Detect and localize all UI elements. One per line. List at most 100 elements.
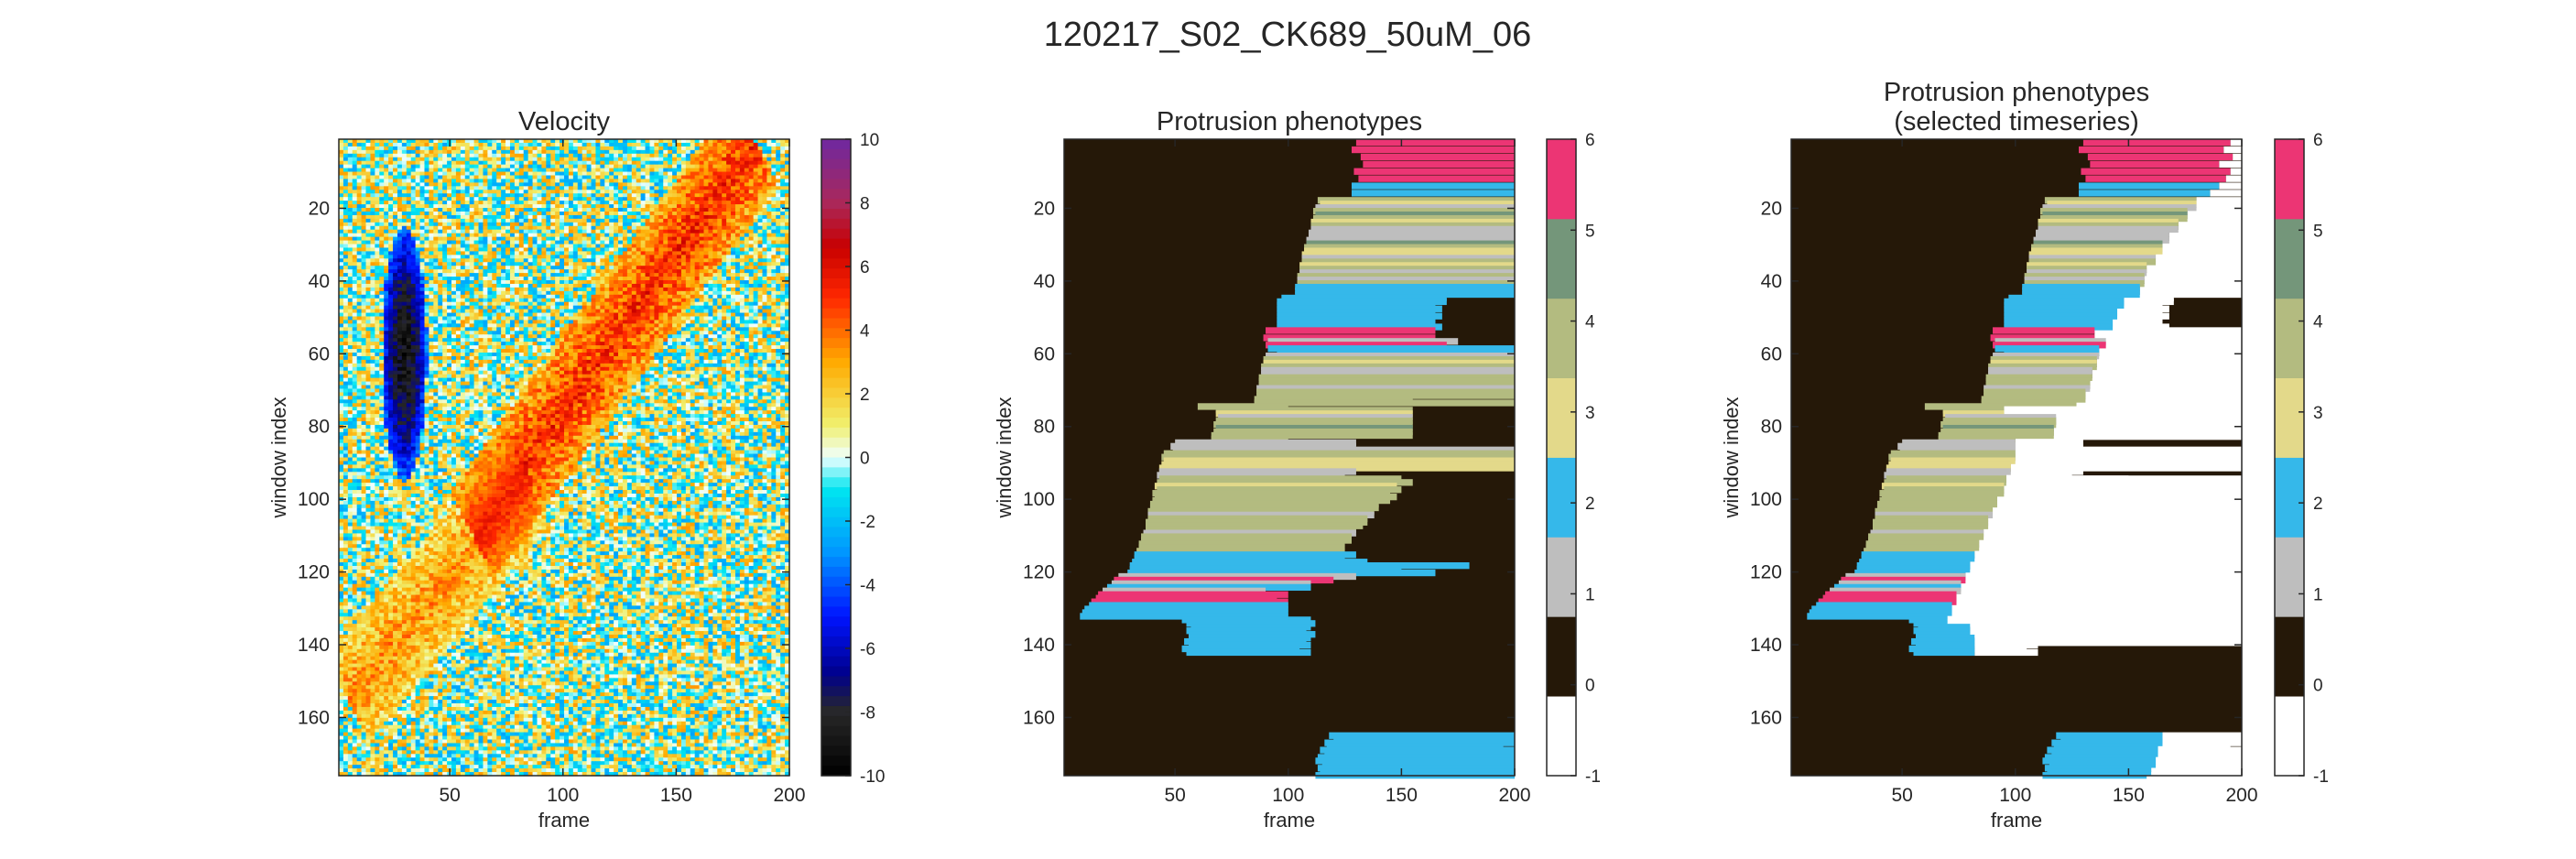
velocity-cell	[429, 211, 434, 216]
velocity-cell	[654, 204, 659, 209]
velocity-cell	[722, 277, 727, 281]
velocity-cell	[388, 305, 394, 310]
velocity-cell	[712, 197, 718, 201]
velocity-cell	[780, 201, 786, 205]
velocity-cell	[699, 153, 705, 158]
velocity-cell	[600, 190, 605, 194]
velocity-cell	[668, 168, 673, 173]
velocity-cell	[649, 290, 655, 296]
velocity-cell	[375, 290, 380, 296]
velocity-cell	[677, 244, 682, 249]
velocity-cell	[604, 262, 610, 266]
velocity-cell	[582, 287, 588, 292]
velocity-cell	[397, 222, 403, 227]
velocity-cell	[523, 294, 529, 299]
velocity-cell	[370, 251, 375, 256]
velocity-cell	[455, 218, 462, 223]
velocity-cell	[560, 222, 565, 227]
velocity-cell	[762, 164, 767, 169]
velocity-cell	[384, 164, 389, 169]
velocity-cell	[586, 211, 592, 216]
velocity-cell	[766, 301, 772, 307]
velocity-cell	[668, 171, 673, 177]
velocity-cell	[550, 258, 556, 263]
velocity-cell	[708, 171, 713, 177]
velocity-cell	[460, 280, 466, 285]
velocity-cell	[734, 280, 741, 285]
velocity-cell	[677, 201, 682, 205]
velocity-cell	[514, 255, 520, 259]
velocity-cell	[478, 236, 484, 242]
velocity-cell	[631, 290, 637, 296]
velocity-cell	[717, 146, 723, 151]
velocity-cell	[361, 298, 367, 303]
velocity-cell	[771, 179, 777, 183]
velocity-cell	[703, 309, 710, 314]
velocity-cell	[654, 160, 659, 166]
velocity-cell	[410, 157, 417, 162]
velocity-cell	[397, 240, 403, 245]
velocity-cell	[356, 142, 363, 147]
velocity-cell	[532, 229, 538, 234]
velocity-cell	[518, 247, 525, 253]
velocity-cell	[739, 164, 745, 169]
velocity-cell	[762, 222, 767, 227]
velocity-cell	[483, 298, 488, 303]
velocity-cell	[640, 283, 647, 288]
velocity-cell	[680, 290, 687, 296]
velocity-cell	[690, 146, 696, 151]
velocity-cell	[609, 240, 614, 245]
velocity-cell	[680, 186, 687, 190]
velocity-cell	[626, 269, 633, 274]
velocity-cell	[604, 160, 610, 166]
velocity-cell	[614, 204, 619, 209]
velocity-cell	[654, 244, 659, 249]
velocity-cell	[433, 171, 439, 177]
velocity-cell	[415, 298, 421, 303]
velocity-cell	[734, 201, 741, 205]
velocity-cell	[406, 193, 412, 198]
velocity-cell	[518, 190, 525, 194]
velocity-cell	[546, 287, 551, 292]
velocity-cell	[708, 298, 713, 303]
velocity-cell	[626, 149, 633, 155]
velocity-cell	[600, 316, 605, 321]
velocity-cell	[352, 247, 358, 253]
velocity-cell	[451, 309, 457, 314]
velocity-cell	[523, 251, 529, 256]
velocity-cell	[429, 294, 434, 299]
velocity-cell	[699, 244, 705, 249]
velocity-cell	[726, 225, 732, 231]
velocity-cell	[342, 175, 349, 180]
velocity-cell	[680, 204, 687, 209]
velocity-cell	[537, 298, 542, 303]
velocity-cell	[654, 208, 659, 212]
velocity-cell	[509, 186, 516, 190]
velocity-cell	[626, 251, 633, 256]
velocity-cell	[496, 208, 502, 212]
velocity-cell	[388, 153, 394, 158]
velocity-cell	[492, 294, 497, 299]
velocity-cell	[410, 251, 417, 256]
velocity-cell	[703, 142, 710, 147]
velocity-cell	[406, 197, 412, 201]
velocity-cell	[604, 236, 610, 242]
velocity-cell	[492, 168, 497, 173]
velocity-cell	[722, 269, 727, 274]
velocity-cell	[410, 211, 417, 216]
velocity-cell	[555, 225, 560, 231]
velocity-cell	[672, 247, 678, 253]
velocity-cell	[577, 244, 583, 249]
velocity-cell	[577, 164, 583, 169]
velocity-cell	[609, 146, 614, 151]
velocity-cell	[501, 273, 506, 277]
velocity-cell	[708, 283, 713, 288]
velocity-cell	[677, 233, 682, 238]
velocity-cell	[433, 214, 439, 220]
velocity-cell	[572, 164, 579, 169]
velocity-cell	[626, 164, 633, 169]
velocity-cell	[384, 247, 389, 253]
velocity-cell	[600, 280, 605, 285]
velocity-cell	[609, 301, 614, 307]
velocity-cell	[694, 287, 701, 292]
